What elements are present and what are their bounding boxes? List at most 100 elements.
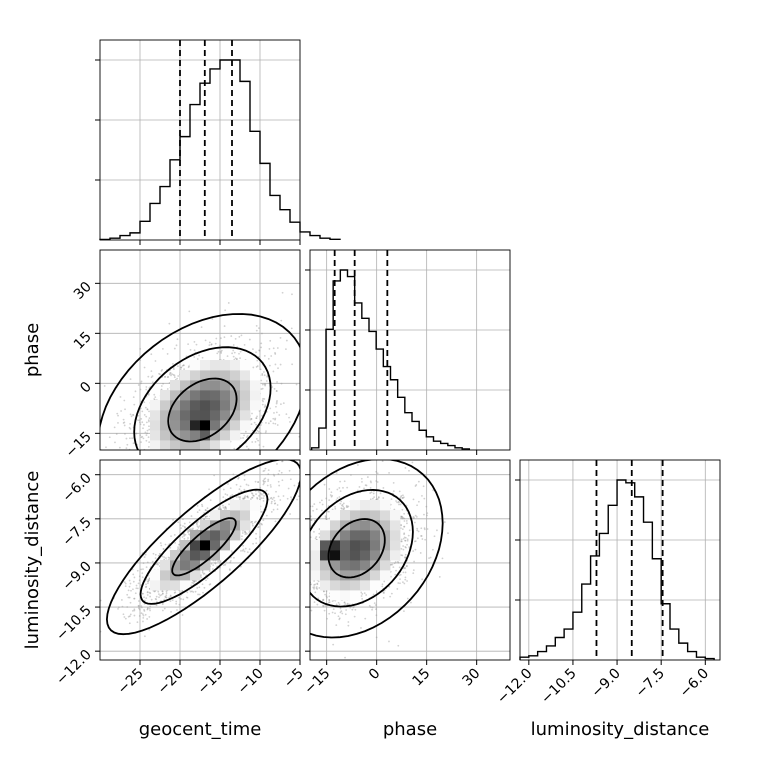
y-tick-label: −6.0	[59, 470, 94, 505]
scatter-point	[121, 455, 123, 457]
scatter-point	[188, 521, 191, 524]
scatter-point	[360, 591, 363, 594]
scatter-point	[261, 414, 263, 417]
density-cell	[170, 430, 181, 441]
density-cell	[230, 370, 241, 381]
scatter-point	[245, 483, 248, 486]
scatter-point	[276, 463, 278, 465]
density-cell	[240, 520, 251, 531]
scatter-point	[274, 417, 277, 420]
scatter-point	[227, 483, 229, 485]
scatter-point	[148, 425, 150, 428]
density-cell	[220, 360, 231, 371]
density-cell	[150, 430, 161, 441]
scatter-point	[132, 588, 134, 591]
scatter-point	[155, 562, 158, 565]
scatter-point	[208, 583, 211, 586]
scatter-point	[128, 585, 131, 588]
scatter-point	[249, 498, 252, 500]
scatter-point	[280, 403, 282, 406]
scatter-point	[263, 585, 265, 587]
scatter-point	[141, 450, 143, 452]
scatter-point	[214, 342, 217, 345]
scatter-point	[329, 494, 332, 496]
scatter-point	[306, 551, 308, 553]
scatter-point	[264, 383, 267, 386]
scatter-point	[255, 324, 258, 327]
scatter-point	[279, 336, 282, 339]
scatter-point	[141, 576, 144, 579]
scatter-point	[133, 472, 135, 474]
scatter-point	[166, 376, 169, 379]
scatter-point	[155, 595, 158, 598]
scatter-point	[223, 336, 226, 339]
scatter-point	[238, 488, 241, 491]
scatter-point	[276, 424, 279, 426]
scatter-point	[303, 558, 305, 560]
scatter-point	[188, 528, 191, 531]
density-cell	[210, 410, 221, 421]
scatter-point	[153, 398, 156, 400]
density-cell	[210, 380, 221, 391]
scatter-point	[302, 595, 304, 597]
scatter-point	[233, 556, 235, 559]
scatter-point	[263, 469, 266, 472]
scatter-point	[373, 496, 375, 499]
scatter-point	[261, 511, 263, 513]
scatter-point	[404, 539, 406, 542]
scatter-point	[255, 520, 257, 523]
scatter-point	[243, 550, 246, 553]
density-cell	[160, 420, 171, 431]
scatter-point	[289, 421, 291, 423]
scatter-point	[137, 604, 140, 607]
scatter-point	[160, 454, 162, 456]
scatter-point	[345, 504, 348, 507]
scatter-point	[351, 608, 354, 611]
scatter-point	[140, 441, 142, 444]
scatter-point	[144, 431, 147, 434]
scatter-point	[420, 535, 422, 537]
scatter-point	[346, 486, 349, 489]
y-tick-label: 15	[71, 329, 95, 353]
scatter-point	[262, 470, 265, 472]
scatter-point	[159, 454, 161, 456]
density-cell	[250, 400, 261, 411]
scatter-point	[324, 516, 327, 519]
scatter-point	[139, 423, 142, 426]
scatter-point	[143, 556, 146, 558]
scatter-point	[394, 561, 397, 563]
scatter-point	[403, 517, 406, 520]
scatter-point	[242, 451, 244, 453]
scatter-point	[205, 456, 207, 458]
scatter-point	[149, 595, 151, 598]
scatter-point	[138, 575, 141, 578]
scatter-point	[275, 405, 277, 408]
scatter-point	[338, 487, 341, 489]
density-cell	[230, 430, 241, 441]
density-cell	[220, 540, 231, 551]
density-cell	[160, 560, 171, 571]
scatter-point	[198, 453, 200, 455]
scatter-point	[145, 386, 148, 388]
scatter-point	[281, 479, 284, 482]
scatter-point	[399, 573, 402, 576]
scatter-point	[162, 548, 165, 550]
scatter-point	[145, 586, 147, 589]
scatter-point	[296, 498, 299, 501]
scatter-point	[327, 510, 329, 513]
density-cell	[180, 570, 191, 581]
scatter-point	[184, 533, 187, 536]
density-cell	[200, 400, 211, 411]
scatter-point	[214, 562, 217, 565]
scatter-point	[262, 499, 265, 502]
scatter-point	[163, 556, 166, 559]
scatter-point	[225, 507, 228, 510]
scatter-point	[261, 383, 264, 386]
scatter-point	[160, 370, 163, 372]
scatter-point	[294, 555, 296, 557]
scatter-point	[123, 581, 126, 584]
density-cell	[210, 510, 221, 521]
scatter-point	[338, 603, 341, 606]
scatter-point	[257, 525, 260, 528]
scatter-point	[259, 368, 262, 371]
